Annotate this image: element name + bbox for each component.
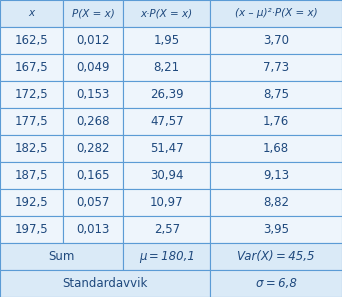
Bar — [210, 108, 342, 135]
Bar — [210, 135, 342, 162]
Bar — [210, 162, 342, 189]
Text: 0,268: 0,268 — [77, 115, 110, 128]
Bar — [123, 162, 210, 189]
Bar — [63, 135, 123, 162]
Text: 51,47: 51,47 — [150, 142, 184, 155]
Text: 8,75: 8,75 — [263, 88, 289, 101]
Bar — [0, 216, 63, 243]
Text: 177,5: 177,5 — [15, 115, 49, 128]
Bar — [210, 27, 342, 54]
Text: 9,13: 9,13 — [263, 169, 289, 182]
Bar — [210, 81, 342, 108]
Bar — [210, 54, 342, 81]
Bar — [0, 0, 63, 27]
Bar — [210, 270, 342, 297]
Text: 1,95: 1,95 — [154, 34, 180, 47]
Bar — [63, 216, 123, 243]
Text: 0,012: 0,012 — [77, 34, 110, 47]
Text: 10,97: 10,97 — [150, 196, 184, 209]
Text: 197,5: 197,5 — [15, 223, 49, 236]
Bar — [123, 54, 210, 81]
Bar — [63, 27, 123, 54]
Text: 172,5: 172,5 — [15, 88, 49, 101]
Text: 182,5: 182,5 — [15, 142, 48, 155]
Bar — [210, 216, 342, 243]
Text: Standardavvik: Standardavvik — [63, 277, 148, 290]
Bar — [63, 0, 123, 27]
Bar — [210, 243, 342, 270]
Bar — [63, 54, 123, 81]
Text: 162,5: 162,5 — [15, 34, 49, 47]
Text: Var(X) = 45,5: Var(X) = 45,5 — [237, 250, 315, 263]
Bar — [0, 162, 63, 189]
Bar — [123, 135, 210, 162]
Bar — [123, 81, 210, 108]
Text: 167,5: 167,5 — [15, 61, 49, 74]
Bar — [123, 0, 210, 27]
Bar — [123, 216, 210, 243]
Bar — [63, 81, 123, 108]
Text: 8,21: 8,21 — [154, 61, 180, 74]
Bar — [0, 108, 63, 135]
Text: 1,68: 1,68 — [263, 142, 289, 155]
Text: 0,153: 0,153 — [77, 88, 110, 101]
Text: (x – μ)²·P(X = x): (x – μ)²·P(X = x) — [235, 9, 317, 18]
Text: 187,5: 187,5 — [15, 169, 48, 182]
Bar — [0, 189, 63, 216]
Text: σ = 6,8: σ = 6,8 — [256, 277, 297, 290]
Text: 47,57: 47,57 — [150, 115, 184, 128]
Text: x: x — [29, 9, 35, 18]
Bar — [0, 54, 63, 81]
Bar — [63, 162, 123, 189]
Bar — [123, 189, 210, 216]
Text: 0,282: 0,282 — [77, 142, 110, 155]
Bar — [0, 243, 123, 270]
Bar — [0, 135, 63, 162]
Text: 192,5: 192,5 — [15, 196, 49, 209]
Text: Sum: Sum — [48, 250, 75, 263]
Bar — [63, 108, 123, 135]
Text: 3,70: 3,70 — [263, 34, 289, 47]
Text: 2,57: 2,57 — [154, 223, 180, 236]
Text: 26,39: 26,39 — [150, 88, 184, 101]
Text: 8,82: 8,82 — [263, 196, 289, 209]
Bar — [0, 27, 63, 54]
Bar — [0, 270, 210, 297]
Text: 0,013: 0,013 — [77, 223, 110, 236]
Text: P(X = x): P(X = x) — [72, 9, 115, 18]
Text: 3,95: 3,95 — [263, 223, 289, 236]
Text: 1,76: 1,76 — [263, 115, 289, 128]
Bar — [123, 243, 210, 270]
Text: x·P(X = x): x·P(X = x) — [141, 9, 193, 18]
Text: 0,057: 0,057 — [77, 196, 110, 209]
Bar — [123, 27, 210, 54]
Text: 30,94: 30,94 — [150, 169, 183, 182]
Bar — [123, 108, 210, 135]
Text: 7,73: 7,73 — [263, 61, 289, 74]
Bar — [0, 81, 63, 108]
Bar — [210, 189, 342, 216]
Text: μ = 180,1: μ = 180,1 — [139, 250, 195, 263]
Bar — [210, 0, 342, 27]
Text: 0,165: 0,165 — [77, 169, 110, 182]
Text: 0,049: 0,049 — [77, 61, 110, 74]
Bar — [63, 189, 123, 216]
